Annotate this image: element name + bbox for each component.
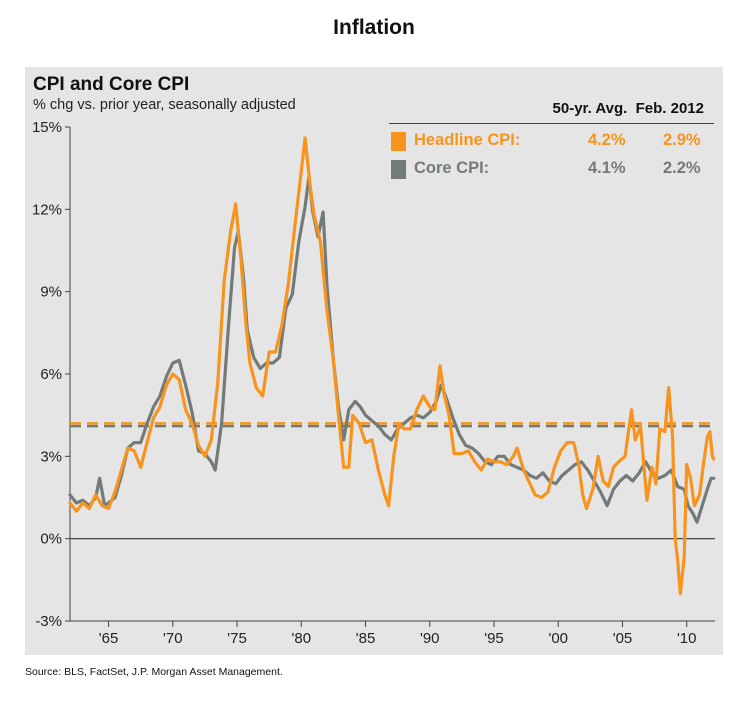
y-tick-label: 3% xyxy=(40,448,62,465)
x-tick-label: '75 xyxy=(227,630,247,647)
chart-subtitle: % chg vs. prior year, seasonally adjuste… xyxy=(33,97,296,113)
x-tick-label: '80 xyxy=(291,630,311,647)
reference-lines xyxy=(70,422,715,540)
x-tick-label: '70 xyxy=(163,630,183,647)
legend-divider xyxy=(389,123,714,124)
y-tick-label: 6% xyxy=(40,366,62,383)
x-tick-label: '90 xyxy=(420,630,440,647)
page-title: Inflation xyxy=(333,16,415,39)
x-tick-label: '00 xyxy=(548,630,568,647)
chart-plot: -3% 0% 3% 6% 9% 12% 15% '65 '70 '75 '80 '85 '90 '95 '0… xyxy=(32,119,716,647)
chart-panel: -3% 0% 3% 6% 9% 12% 15% '65 '70 '75 '80 '85 '90 '95 '0… xyxy=(25,67,723,655)
y-tick-label: 12% xyxy=(32,201,62,218)
x-tick-label: '65 xyxy=(99,630,119,647)
legend-name: Core CPI: xyxy=(414,159,490,177)
legend-latest-value: 2.9% xyxy=(663,131,701,149)
y-tick-label: 0% xyxy=(40,531,62,548)
tick-labels: -3% 0% 3% 6% 9% 12% 15% '65 '70 '75 '80 '85 '90 '95 '0… xyxy=(32,119,697,647)
legend-header: 50-yr. Avg. Feb. 2012 xyxy=(552,100,704,117)
chart-title: CPI and Core CPI xyxy=(33,74,190,95)
source-note: Source: BLS, FactSet, J.P. Morgan Asset … xyxy=(25,666,283,678)
legend-swatch-headline xyxy=(391,132,406,151)
x-tick-label: '85 xyxy=(356,630,376,647)
legend-name: Headline CPI: xyxy=(414,131,521,149)
x-tick-label: '05 xyxy=(613,630,633,647)
y-tick-label: 15% xyxy=(32,119,62,136)
legend-swatch-core xyxy=(391,160,406,179)
y-tick-label: 9% xyxy=(40,284,62,301)
legend-row-headline-cpi: Headline CPI: 4.2% 2.9% xyxy=(391,130,711,152)
legend-average-value: 4.2% xyxy=(588,131,626,149)
series-lines xyxy=(68,136,716,596)
y-tick-label: -3% xyxy=(35,613,62,630)
legend-latest-value: 2.2% xyxy=(663,159,701,177)
legend-row-core-cpi: Core CPI: 4.1% 2.2% xyxy=(391,158,711,180)
x-tick-label: '10 xyxy=(677,630,697,647)
series-line-core-cpi xyxy=(68,174,716,524)
legend-average-value: 4.1% xyxy=(588,159,626,177)
axes xyxy=(65,126,715,627)
x-tick-label: '95 xyxy=(484,630,504,647)
legend: 50-yr. Avg. Feb. 2012 Headline CPI: 4.2%… xyxy=(389,93,714,185)
series-line-headline-cpi xyxy=(68,136,716,596)
